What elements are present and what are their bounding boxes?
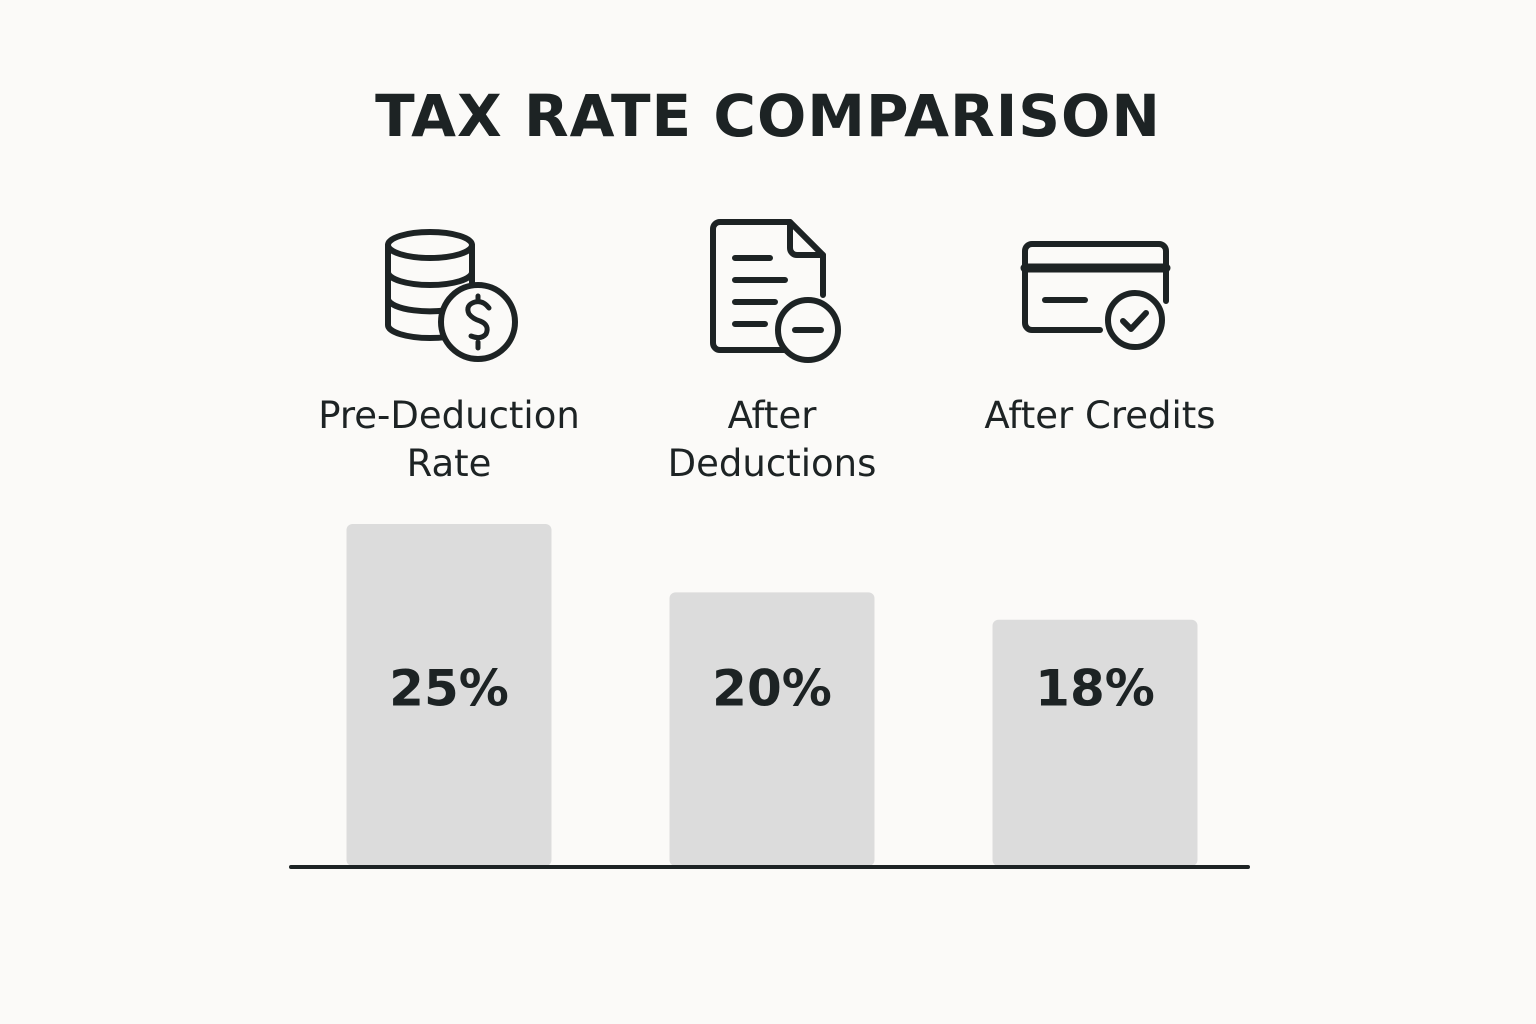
value-label: 25% (389, 660, 509, 718)
value-label: 20% (712, 660, 832, 718)
bar (992, 619, 1198, 866)
document-icon (710, 219, 841, 363)
card-icon (1020, 241, 1171, 350)
coins-icon (385, 229, 518, 362)
category-label: After Credits (984, 394, 1216, 437)
bar (669, 592, 875, 866)
chart-title: TAX RATE COMPARISON (375, 82, 1161, 150)
category-label: Pre-Deduction Rate (318, 394, 580, 485)
bar (346, 524, 552, 866)
value-label: 18% (1035, 660, 1155, 718)
category-label: After Deductions (667, 394, 877, 485)
